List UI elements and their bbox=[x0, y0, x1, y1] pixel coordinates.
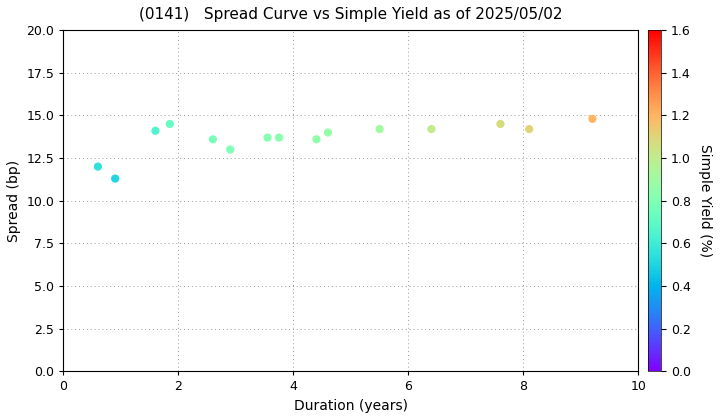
Point bbox=[150, 127, 161, 134]
Point bbox=[310, 136, 322, 143]
Point bbox=[225, 146, 236, 153]
Point bbox=[92, 163, 104, 170]
Point bbox=[109, 175, 121, 182]
Point bbox=[523, 126, 535, 132]
Point bbox=[426, 126, 437, 132]
Point bbox=[262, 134, 274, 141]
Y-axis label: Spread (bp): Spread (bp) bbox=[7, 160, 21, 242]
Point bbox=[322, 129, 333, 136]
Point bbox=[274, 134, 285, 141]
Y-axis label: Simple Yield (%): Simple Yield (%) bbox=[698, 144, 712, 257]
Point bbox=[207, 136, 219, 143]
Point bbox=[374, 126, 385, 132]
Point bbox=[587, 116, 598, 122]
X-axis label: Duration (years): Duration (years) bbox=[294, 399, 408, 413]
Point bbox=[164, 121, 176, 127]
Title: (0141)   Spread Curve vs Simple Yield as of 2025/05/02: (0141) Spread Curve vs Simple Yield as o… bbox=[139, 7, 562, 22]
Point bbox=[495, 121, 506, 127]
